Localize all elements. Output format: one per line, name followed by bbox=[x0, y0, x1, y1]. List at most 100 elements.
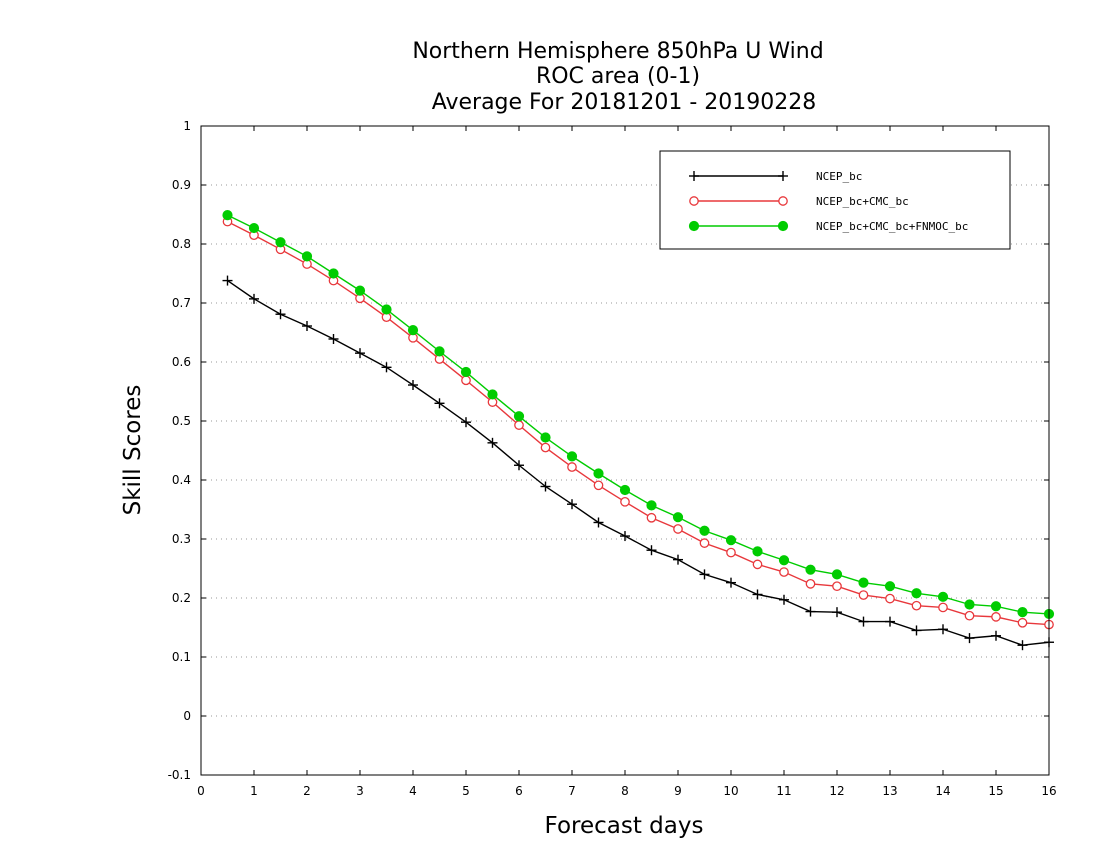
x-tick-label: 14 bbox=[935, 784, 950, 798]
legend-label: NCEP_bc bbox=[816, 170, 862, 183]
series-1-point bbox=[249, 293, 259, 304]
series-3-point bbox=[964, 599, 975, 610]
series-2-point bbox=[832, 581, 842, 592]
series-3-point bbox=[328, 268, 339, 279]
y-tick-label: 0.3 bbox=[172, 532, 191, 546]
series-2-point bbox=[540, 442, 551, 453]
chart-title: Northern Hemisphere 850hPa U Wind ROC ar… bbox=[412, 39, 823, 115]
series-3-point bbox=[672, 512, 684, 523]
legend-swatch-start-point bbox=[689, 171, 699, 181]
series-1-point bbox=[646, 545, 657, 556]
series-2-point bbox=[805, 578, 816, 589]
series-2-point bbox=[461, 375, 471, 386]
series-1-point bbox=[593, 517, 604, 528]
y-tick-label: 0.5 bbox=[172, 414, 191, 428]
series-3-point bbox=[513, 411, 525, 422]
x-tick-label: 16 bbox=[1041, 784, 1056, 798]
series-3-point bbox=[778, 555, 790, 566]
series-3-point bbox=[301, 251, 313, 262]
series-2-point bbox=[752, 559, 763, 570]
series-1-point bbox=[938, 624, 948, 635]
series-1 bbox=[222, 275, 1054, 651]
series-2-point bbox=[779, 567, 789, 577]
legend-swatch-start-point bbox=[688, 220, 700, 232]
grid-lines bbox=[201, 184, 1049, 717]
series-3-point bbox=[831, 569, 843, 580]
series-2-point bbox=[699, 538, 710, 548]
series-layer bbox=[222, 209, 1055, 651]
y-tick-label: 0.4 bbox=[172, 473, 191, 487]
legend: NCEP_bc NCEP_bc+CMC_bc NCEP_bc+CMC_bc+FNMO… bbox=[659, 150, 1011, 250]
legend-swatch-end-point bbox=[778, 196, 788, 206]
series-1-point bbox=[487, 437, 498, 448]
series-3-point bbox=[646, 500, 657, 511]
series-3-point bbox=[1017, 607, 1028, 618]
x-tick-label: 10 bbox=[723, 784, 738, 798]
y-tick-label: 0.7 bbox=[172, 296, 191, 310]
series-3 bbox=[222, 209, 1055, 620]
series-3-point bbox=[805, 564, 816, 575]
series-1-point bbox=[991, 630, 1001, 641]
y-tick-label: 0 bbox=[183, 709, 191, 723]
series-1-point bbox=[964, 633, 975, 644]
series-1-point bbox=[355, 348, 365, 359]
series-1-point bbox=[858, 616, 869, 627]
series-3-point bbox=[434, 346, 445, 357]
series-3-point bbox=[222, 209, 233, 221]
series-2-point bbox=[858, 590, 869, 600]
series-1-point bbox=[726, 577, 736, 588]
axes bbox=[200, 125, 1050, 776]
series-1-line bbox=[227, 280, 1050, 646]
series-2-point bbox=[514, 420, 524, 430]
series-3-point bbox=[725, 535, 737, 546]
series-2-point bbox=[646, 512, 657, 523]
series-3-point bbox=[699, 525, 710, 536]
series-1-point bbox=[514, 460, 524, 471]
series-2-point bbox=[593, 480, 604, 491]
x-tick-label: 6 bbox=[515, 784, 523, 798]
series-3-point bbox=[407, 325, 419, 336]
series-1-point bbox=[673, 554, 683, 565]
legend-swatch-end-point bbox=[778, 171, 788, 181]
x-tick-label: 8 bbox=[621, 784, 629, 798]
chart-title-line-3: Average For 20181201 - 20190228 bbox=[432, 90, 817, 115]
series-2 bbox=[222, 216, 1054, 630]
tick-labels: 10.90.80.70.60.50.40.30.20.10-0.10 1 2 3 4 5 6… bbox=[168, 119, 1057, 798]
series-1-point bbox=[381, 362, 392, 373]
series-1-point bbox=[222, 275, 233, 286]
y-tick-label: 0.9 bbox=[172, 178, 191, 192]
series-3-point bbox=[990, 601, 1002, 612]
series-2-point bbox=[620, 496, 630, 507]
x-tick-label: 0 bbox=[197, 784, 205, 798]
series-1-point bbox=[779, 594, 789, 605]
series-2-point bbox=[991, 612, 1001, 622]
series-2-point bbox=[726, 547, 736, 558]
series-1-point bbox=[302, 321, 312, 332]
series-3-point bbox=[248, 222, 260, 234]
series-2-point bbox=[673, 524, 683, 534]
chart-title-line-1: Northern Hemisphere 850hPa U Wind bbox=[412, 39, 823, 64]
legend-label: NCEP_bc+CMC_bc bbox=[816, 195, 909, 208]
y-tick-label: 0.8 bbox=[172, 237, 191, 251]
series-2-point bbox=[885, 593, 895, 604]
x-tick-label: 4 bbox=[409, 784, 417, 798]
series-2-point bbox=[567, 462, 577, 472]
series-2-line bbox=[227, 220, 1050, 626]
legend-item: NCEP_bc+CMC_bc+FNMOC_bc bbox=[688, 220, 968, 233]
series-3-point bbox=[884, 581, 896, 592]
x-tick-label: 5 bbox=[462, 784, 470, 798]
series-1-point bbox=[885, 616, 895, 627]
legend-swatch-end-point bbox=[777, 220, 789, 232]
x-tick-label: 9 bbox=[674, 784, 682, 798]
x-tick-label: 15 bbox=[988, 784, 1003, 798]
x-axis-label: Forecast days bbox=[545, 813, 704, 839]
series-3-point bbox=[381, 304, 392, 315]
series-1-point bbox=[699, 569, 710, 580]
y-axis-label: Skill Scores bbox=[120, 385, 146, 516]
x-tick-label: 2 bbox=[303, 784, 311, 798]
y-tick-label: -0.1 bbox=[168, 768, 191, 782]
y-tick-label: 0.1 bbox=[172, 650, 191, 664]
series-3-point bbox=[487, 389, 498, 400]
legend-box bbox=[659, 150, 1011, 250]
